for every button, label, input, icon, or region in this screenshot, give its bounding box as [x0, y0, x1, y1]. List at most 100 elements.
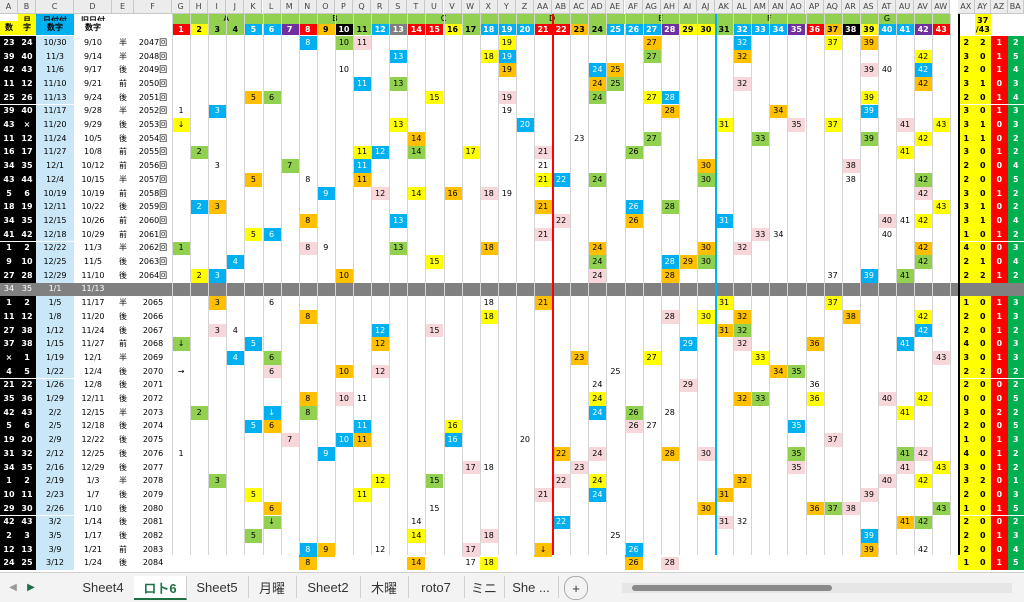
- column-header[interactable]: AD: [588, 0, 606, 14]
- number-cell[interactable]: 37: [824, 118, 842, 132]
- row-old-date[interactable]: 10/15: [74, 173, 112, 187]
- number-cell[interactable]: 1: [172, 447, 190, 461]
- count-cell[interactable]: 1: [991, 63, 1008, 77]
- number-cell[interactable]: 42: [914, 187, 932, 201]
- column-header[interactable]: W: [462, 0, 480, 14]
- number-cell[interactable]: 24: [588, 488, 606, 502]
- count-cell[interactable]: 1: [958, 433, 975, 447]
- row-draw[interactable]: 2074: [134, 420, 172, 434]
- number-cell[interactable]: 26: [625, 406, 643, 420]
- number-cell[interactable]: 8: [299, 406, 317, 420]
- row-type[interactable]: 後: [112, 324, 134, 338]
- row-old-date[interactable]: 11/10: [74, 269, 112, 283]
- number-cell[interactable]: 31: [715, 118, 733, 132]
- row-draw[interactable]: 2069: [134, 351, 172, 365]
- number-cell[interactable]: 28: [661, 557, 679, 570]
- number-cell[interactable]: 11: [353, 488, 371, 502]
- number-header[interactable]: 42: [914, 24, 932, 35]
- number-cell[interactable]: 37: [824, 36, 842, 50]
- row-draw[interactable]: 2050回: [134, 77, 172, 91]
- tab-sheet5[interactable]: Sheet5: [186, 576, 249, 598]
- count-cell[interactable]: 1: [991, 228, 1008, 242]
- count-cell[interactable]: 2: [958, 420, 975, 434]
- row-num-a[interactable]: 42: [0, 516, 18, 530]
- count-cell[interactable]: 0: [975, 351, 992, 365]
- number-cell[interactable]: 28: [661, 269, 679, 283]
- number-cell[interactable]: 36: [806, 337, 824, 351]
- number-cell[interactable]: 23: [570, 461, 588, 475]
- number-cell[interactable]: 24: [588, 447, 606, 461]
- row-num-a[interactable]: 12: [0, 543, 18, 557]
- column-header[interactable]: AT: [878, 0, 896, 14]
- row-num-b[interactable]: 2: [18, 474, 36, 488]
- column-header[interactable]: J: [226, 0, 244, 14]
- row-num-b[interactable]: 35: [18, 159, 36, 173]
- count-cell[interactable]: 1: [991, 146, 1008, 160]
- number-cell[interactable]: 27: [643, 50, 661, 64]
- number-cell[interactable]: 27: [643, 351, 661, 365]
- column-header[interactable]: AP: [806, 0, 824, 14]
- number-cell[interactable]: 30: [697, 159, 715, 173]
- column-header[interactable]: AJ: [697, 0, 715, 14]
- number-cell[interactable]: 30: [697, 502, 715, 516]
- column-header[interactable]: AH: [661, 0, 679, 14]
- count-cell[interactable]: 2: [1008, 269, 1024, 283]
- number-cell[interactable]: 1: [172, 242, 190, 256]
- row-num-a[interactable]: 29: [0, 502, 18, 516]
- row-date[interactable]: 1/5: [36, 296, 74, 310]
- header-num2[interactable]: 数字: [36, 21, 74, 35]
- number-cell[interactable]: 5: [244, 420, 262, 434]
- number-header[interactable]: 34: [769, 24, 787, 35]
- number-cell[interactable]: 42: [914, 77, 932, 91]
- count-cell[interactable]: 0: [991, 543, 1008, 557]
- number-cell[interactable]: 17: [462, 543, 480, 557]
- separator-cell[interactable]: 1/1: [36, 283, 74, 297]
- count-cell[interactable]: 0: [975, 337, 992, 351]
- count-cell[interactable]: 3: [1008, 433, 1024, 447]
- number-cell[interactable]: 5: [244, 529, 262, 543]
- row-num-a[interactable]: 19: [0, 433, 18, 447]
- number-cell[interactable]: 17: [462, 557, 480, 570]
- row-num-b[interactable]: 12: [18, 132, 36, 146]
- row-num-a[interactable]: 5: [0, 187, 18, 201]
- number-cell[interactable]: 11: [353, 173, 371, 187]
- count-cell[interactable]: 0: [991, 516, 1008, 530]
- number-cell[interactable]: 43: [932, 200, 950, 214]
- number-cell[interactable]: 9: [317, 187, 335, 201]
- column-header[interactable]: AI: [679, 0, 697, 14]
- count-cell[interactable]: 1: [991, 296, 1008, 310]
- count-cell[interactable]: 2: [1008, 516, 1024, 530]
- count-cell[interactable]: 1: [991, 105, 1008, 119]
- row-old-date[interactable]: 11/3: [74, 242, 112, 256]
- row-type[interactable]: 半: [112, 474, 134, 488]
- column-header[interactable]: Q: [353, 0, 371, 14]
- count-cell[interactable]: 2: [958, 543, 975, 557]
- column-header[interactable]: AB: [552, 0, 570, 14]
- row-date[interactable]: 1/15: [36, 337, 74, 351]
- row-type[interactable]: 後: [112, 488, 134, 502]
- count-cell[interactable]: 0: [975, 488, 992, 502]
- number-cell[interactable]: 14: [407, 187, 425, 201]
- count-cell[interactable]: 4: [1008, 91, 1024, 105]
- row-draw[interactable]: 2081: [134, 516, 172, 530]
- number-cell[interactable]: 30: [697, 255, 715, 269]
- column-header[interactable]: AN: [769, 0, 787, 14]
- number-cell[interactable]: 14: [407, 516, 425, 530]
- number-cell[interactable]: 34: [769, 105, 787, 119]
- count-cell[interactable]: 1: [991, 91, 1008, 105]
- count-cell[interactable]: 0: [975, 543, 992, 557]
- number-cell[interactable]: 40: [878, 214, 896, 228]
- number-cell[interactable]: 41: [896, 269, 914, 283]
- number-cell[interactable]: 23: [570, 351, 588, 365]
- row-type[interactable]: 前: [112, 337, 134, 351]
- count-cell[interactable]: 1: [991, 351, 1008, 365]
- number-cell[interactable]: 43: [932, 351, 950, 365]
- column-header[interactable]: AS: [860, 0, 878, 14]
- count-cell[interactable]: 0: [975, 242, 992, 256]
- count-cell[interactable]: 0: [991, 132, 1008, 146]
- number-cell[interactable]: 15: [425, 474, 443, 488]
- number-cell[interactable]: 38: [842, 173, 860, 187]
- number-cell[interactable]: 25: [606, 77, 624, 91]
- number-cell[interactable]: 10: [335, 365, 353, 379]
- count-cell[interactable]: 1: [975, 255, 992, 269]
